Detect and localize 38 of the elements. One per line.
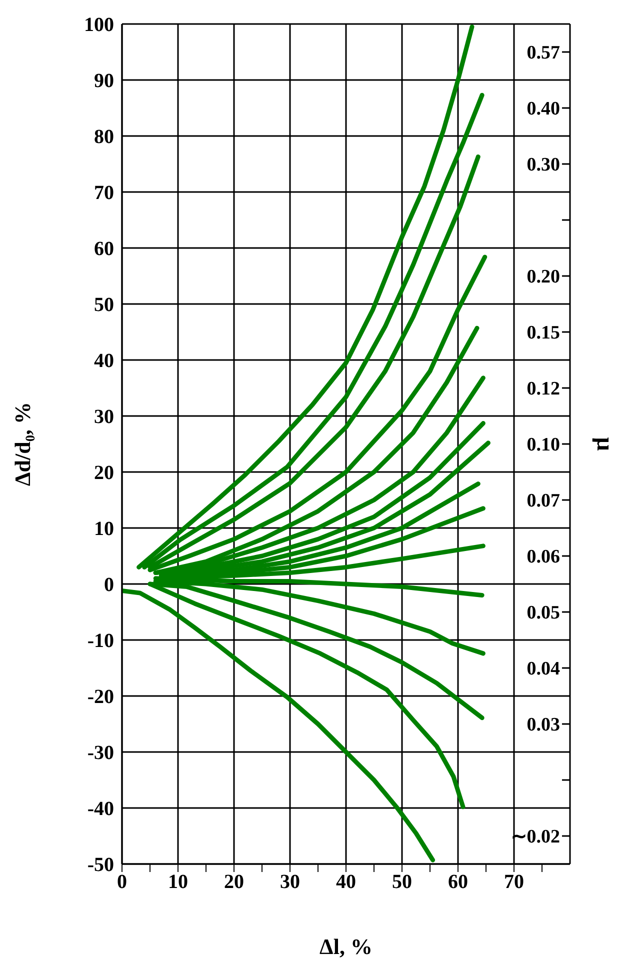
y-tick-label: 40 — [94, 350, 114, 372]
x-tick-label: 10 — [168, 871, 188, 894]
y-tick-label: -40 — [87, 798, 114, 820]
category-label: 0.10 — [526, 434, 560, 456]
y-tick-label: -10 — [87, 630, 114, 652]
y-tick-label: 70 — [94, 182, 114, 204]
y-axis-title: Δd/d₀, % — [10, 402, 35, 486]
y-tick-label: -30 — [87, 742, 114, 764]
y-tick-label: 30 — [94, 406, 114, 428]
category-label: 0.20 — [526, 266, 560, 288]
y2-axis-title: μ — [591, 437, 618, 452]
x-tick-label: 50 — [392, 871, 412, 894]
y-tick-label: 90 — [94, 70, 114, 92]
category-label: 0.07 — [526, 490, 560, 512]
x-tick-label: 70 — [504, 871, 524, 894]
category-label: 0.06 — [526, 546, 560, 568]
y-tick-label: 100 — [84, 14, 114, 36]
category-label: 0.30 — [526, 154, 560, 176]
y-tick-label: 20 — [94, 462, 114, 484]
category-label: 0.03 — [526, 714, 560, 736]
category-label: 0.57 — [526, 42, 560, 64]
y-tick-label: -20 — [87, 686, 114, 708]
x-axis-title: Δl, % — [320, 934, 372, 959]
y-tick-label: 0 — [104, 574, 114, 596]
x-tick-label: 60 — [448, 871, 468, 894]
x-tick-label: 30 — [280, 871, 300, 894]
category-label: 0.12 — [526, 378, 560, 400]
y-tick-label: 50 — [94, 294, 114, 316]
category-label: 0.40 — [526, 98, 560, 120]
y-tick-label: 10 — [94, 518, 114, 540]
category-label: 0.05 — [526, 602, 560, 624]
category-label: 0.04 — [526, 658, 560, 680]
y-tick-label: 60 — [94, 238, 114, 260]
y-tick-label: 80 — [94, 126, 114, 148]
x-tick-label: 20 — [224, 871, 244, 894]
y-tick-label: -50 — [87, 854, 114, 876]
x-tick-label: 40 — [336, 871, 356, 894]
category-label: 0.15 — [526, 322, 560, 344]
